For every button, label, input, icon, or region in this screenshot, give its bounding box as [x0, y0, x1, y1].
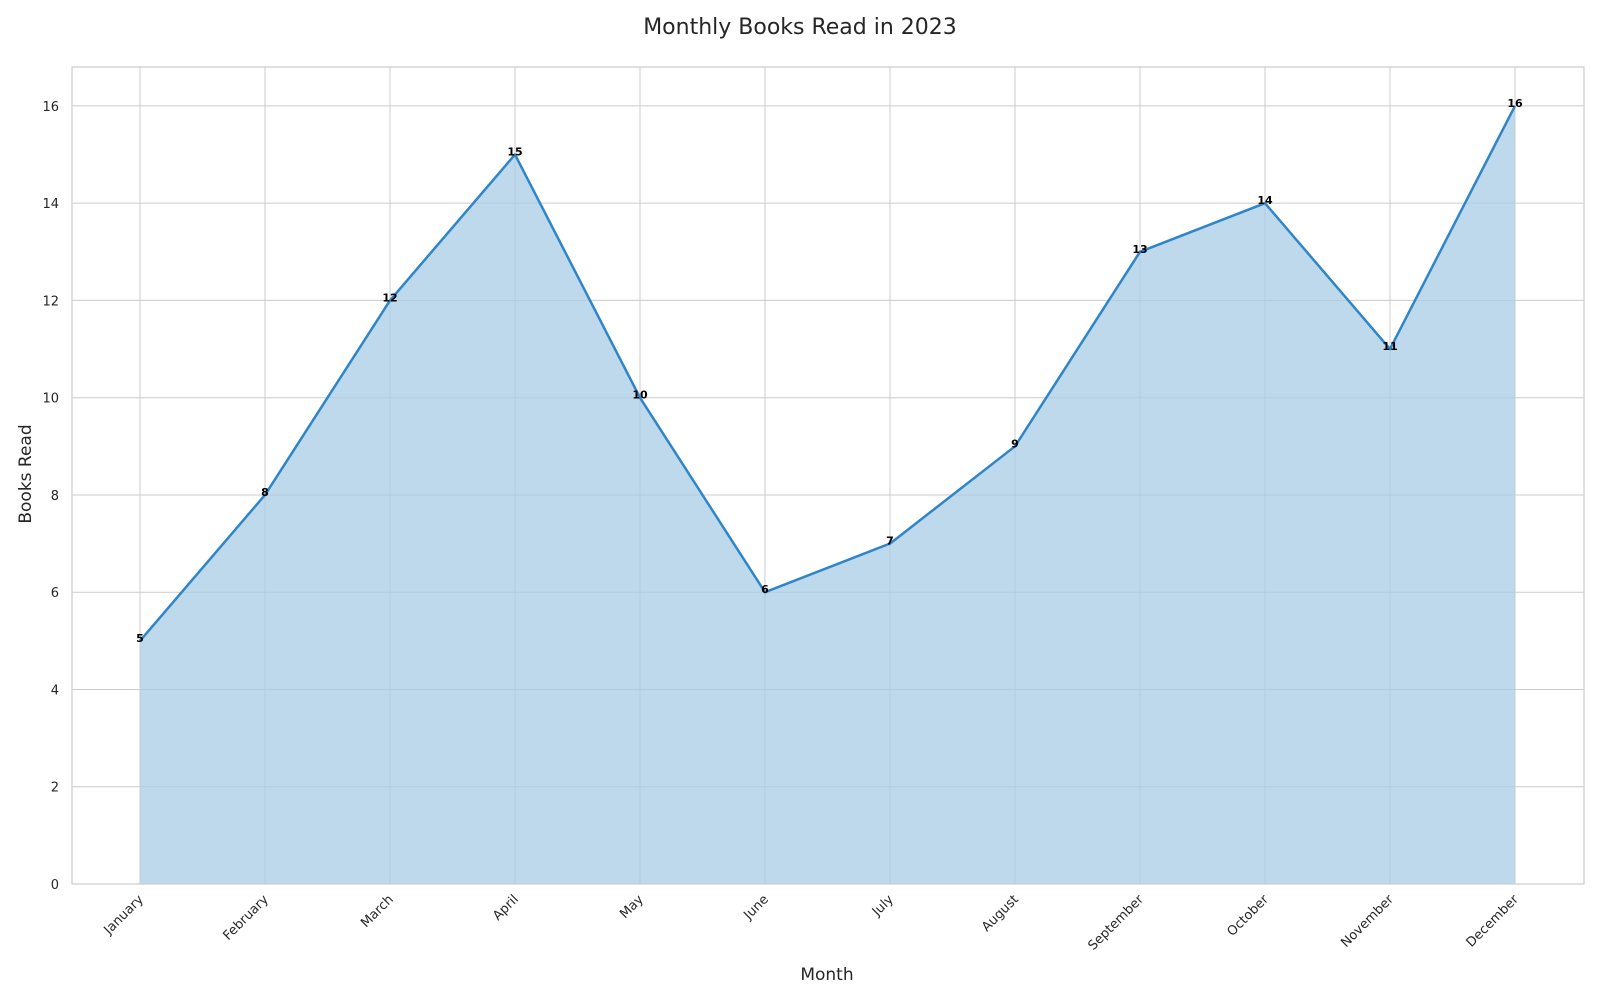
data-label: 8: [261, 486, 269, 499]
data-label: 14: [1257, 194, 1273, 207]
y-tick-label: 16: [42, 100, 59, 115]
y-axis-ticks: 0 2 4 6 8 10 12 14 16: [42, 100, 59, 893]
y-tick-label: 10: [42, 392, 59, 407]
x-tick-label: December: [1464, 892, 1523, 951]
data-label: 10: [632, 389, 648, 402]
chart-title: Monthly Books Read in 2023: [643, 15, 957, 40]
y-tick-label: 12: [42, 294, 59, 309]
x-tick-label: February: [220, 892, 272, 944]
plot-frame: [71, 66, 1585, 885]
x-axis-ticks: January February March April May June July Augu…: [101, 892, 1523, 954]
x-tick-label: April: [490, 892, 522, 924]
data-label: 12: [382, 291, 397, 304]
y-tick-label: 2: [51, 781, 59, 796]
data-label: 16: [1507, 97, 1523, 110]
x-tick-label: September: [1085, 892, 1147, 954]
data-label: 11: [1382, 340, 1397, 353]
area-fill: [140, 105, 1515, 884]
x-tick-label: October: [1224, 892, 1272, 940]
x-tick-label: March: [358, 892, 397, 931]
data-label: 15: [507, 146, 522, 159]
x-tick-label: August: [979, 892, 1022, 935]
y-tick-label: 0: [51, 878, 59, 893]
x-axis-label: Month: [800, 965, 853, 985]
y-tick-label: 8: [51, 489, 59, 504]
data-label: 7: [886, 535, 894, 548]
data-label: 9: [1011, 437, 1019, 450]
y-tick-label: 4: [51, 683, 59, 698]
data-label: 6: [761, 583, 769, 596]
x-tick-label: November: [1338, 892, 1397, 951]
x-tick-label: January: [101, 892, 147, 938]
data-labels: 5 8 12 15 10 6 7 9 13 14 11 16: [136, 97, 1523, 645]
data-label: 13: [1132, 243, 1147, 256]
series-line: [139, 105, 1517, 642]
data-label: 5: [136, 632, 144, 645]
x-tick-label: July: [869, 892, 897, 920]
y-axis-label: Books Read: [16, 424, 36, 523]
y-tick-label: 14: [42, 197, 59, 212]
x-tick-label: June: [740, 892, 771, 923]
x-tick-label: May: [617, 892, 647, 922]
y-tick-label: 6: [51, 586, 59, 601]
